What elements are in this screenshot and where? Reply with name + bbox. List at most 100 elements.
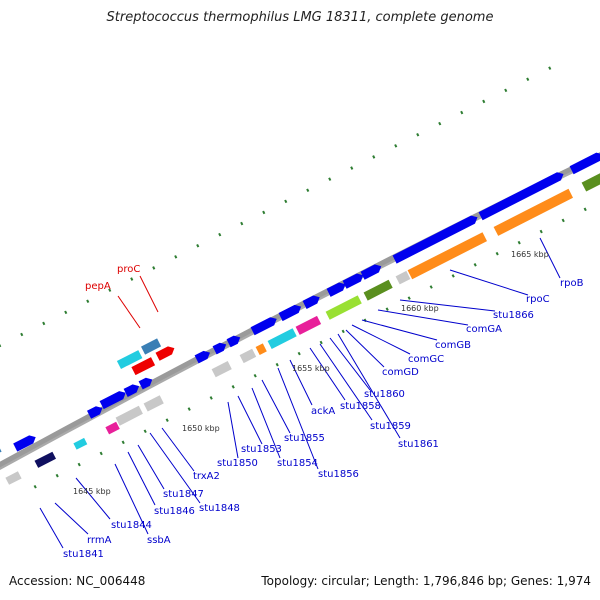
gene-c[interactable]: [123, 384, 140, 397]
tick-mark: [372, 155, 376, 159]
gene-stu1840[interactable]: [0, 444, 2, 458]
gene-label-stu1861[interactable]: stu1861: [398, 439, 439, 450]
gene-l7[interactable]: [211, 361, 232, 378]
tick-mark: [328, 177, 332, 181]
gene-label-stu1859[interactable]: stu1859: [370, 421, 411, 432]
gene-label-stu1844[interactable]: stu1844: [111, 520, 152, 531]
gene-l8[interactable]: [239, 348, 257, 364]
genome-map: 1645 kbp 1650 kbp 1655 kbp 1660 kbp 1665…: [0, 66, 600, 560]
leader-line: [139, 275, 159, 313]
tick-marks: [0, 66, 587, 489]
gene-l4[interactable]: [105, 421, 120, 435]
gene-l5[interactable]: [115, 405, 143, 426]
gene-label-stu1866[interactable]: stu1866: [493, 310, 534, 321]
gene-l2[interactable]: [34, 451, 57, 468]
gene-e[interactable]: [194, 350, 210, 364]
gene-procB[interactable]: [141, 338, 162, 355]
gene-l14[interactable]: [395, 270, 411, 285]
gene-label-ssba[interactable]: ssbA: [147, 535, 171, 546]
gene-label-stu1854[interactable]: stu1854: [277, 458, 318, 469]
tick-mark: [561, 218, 565, 223]
tick-mark: [350, 166, 354, 170]
gene-rpoC[interactable]: [407, 232, 487, 280]
leader-line: [319, 343, 373, 421]
gene-proC[interactable]: [155, 346, 175, 361]
gene-label-rpob[interactable]: rpoB: [560, 278, 584, 289]
gene-l1[interactable]: [5, 471, 22, 485]
gene-label-comgb[interactable]: comGB: [435, 340, 471, 351]
tick-mark: [240, 221, 244, 226]
label-leaders: [39, 237, 561, 549]
gene-label-stu1848[interactable]: stu1848: [199, 503, 240, 514]
gene-d[interactable]: [138, 377, 153, 390]
gene-label-comgc[interactable]: comGC: [408, 354, 444, 365]
genome-summary-text: Topology: circular; Length: 1,796,846 bp…: [261, 574, 591, 588]
gene-label-comga[interactable]: comGA: [466, 324, 502, 335]
tick-mark: [548, 66, 552, 70]
gene-label-stu1853[interactable]: stu1853: [241, 444, 282, 455]
tick-mark: [526, 77, 530, 82]
gene-stu1854[interactable]: [278, 304, 302, 322]
tick-mark: [319, 340, 323, 345]
gene-rpoB-up[interactable]: [478, 172, 564, 221]
tick-mark: [284, 199, 288, 204]
tick-mark: [86, 299, 90, 304]
gene-pepA[interactable]: [131, 357, 156, 376]
gene-features: [0, 152, 600, 485]
gene-label-stu1846[interactable]: stu1846: [154, 506, 195, 517]
leader-line: [345, 329, 385, 368]
gene-label-rrma[interactable]: rrmA: [87, 535, 112, 546]
gene-l12[interactable]: [325, 295, 362, 320]
gene-k[interactable]: [569, 152, 600, 175]
accession-text: Accession: NC_006448: [9, 574, 146, 588]
leader-line: [137, 444, 165, 490]
gene-stu1853[interactable]: [250, 317, 277, 336]
gene-l15[interactable]: [581, 169, 600, 192]
tick-mark: [64, 310, 68, 315]
gene-label-pepa[interactable]: pepA: [85, 281, 111, 292]
scale-label: 1645 kbp: [73, 487, 111, 496]
gene-a[interactable]: [87, 406, 103, 419]
leader-line: [237, 395, 263, 445]
gene-label-stu1858[interactable]: stu1858: [340, 401, 381, 412]
gene-procA[interactable]: [116, 350, 143, 369]
gene-label-proc[interactable]: proC: [117, 264, 140, 275]
gene-label-rpoc[interactable]: rpoC: [526, 294, 550, 305]
tick-mark: [20, 332, 24, 337]
gene-rpoC-up[interactable]: [392, 215, 478, 264]
gene-f[interactable]: [212, 342, 227, 355]
gene-i[interactable]: [342, 273, 364, 289]
gene-b[interactable]: [99, 391, 126, 410]
leader-line: [127, 451, 156, 506]
scale-label: 1650 kbp: [182, 424, 220, 433]
gene-h[interactable]: [326, 282, 346, 297]
tick-mark: [218, 232, 222, 237]
gene-l11[interactable]: [295, 315, 322, 335]
gene-label-comgd[interactable]: comGD: [382, 367, 419, 378]
leader-line: [399, 299, 496, 312]
gene-stu1855[interactable]: [302, 295, 320, 310]
gene-l9[interactable]: [255, 343, 267, 355]
tick-mark: [130, 277, 134, 281]
gene-label-stu1860[interactable]: stu1860: [364, 389, 405, 400]
leader-line: [377, 309, 469, 326]
tick-mark: [143, 429, 147, 434]
gene-rpoB[interactable]: [493, 188, 573, 236]
gene-label-stu1856[interactable]: stu1856: [318, 469, 359, 480]
gene-stu1841[interactable]: [13, 435, 36, 452]
gene-label-stu1850[interactable]: stu1850: [217, 458, 258, 469]
tick-mark: [495, 251, 499, 256]
gene-l10[interactable]: [267, 328, 297, 349]
gene-label-stu1847[interactable]: stu1847: [163, 489, 204, 500]
gene-l13[interactable]: [363, 279, 393, 301]
tick-mark: [253, 373, 257, 378]
gene-j[interactable]: [360, 264, 382, 280]
gene-label-stu1855[interactable]: stu1855: [284, 433, 325, 444]
gene-label-stu1841[interactable]: stu1841: [63, 549, 104, 560]
gene-g[interactable]: [226, 335, 241, 348]
gene-label-trxa2[interactable]: trxA2: [193, 471, 220, 482]
gene-label-acka[interactable]: ackA: [311, 406, 335, 417]
gene-l6[interactable]: [143, 395, 164, 412]
gene-l3[interactable]: [73, 437, 88, 450]
